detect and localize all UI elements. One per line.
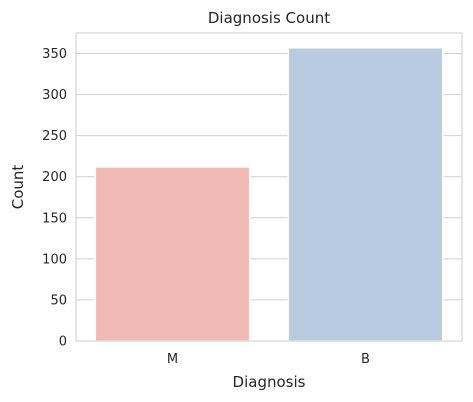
bars	[94, 47, 444, 342]
bar-B	[287, 47, 444, 342]
chart-title: Diagnosis Count	[208, 9, 330, 27]
y-axis-label: Count	[9, 165, 27, 210]
y-tick-label: 150	[42, 211, 67, 226]
y-tick-label: 250	[42, 129, 67, 144]
y-tick-label: 50	[50, 293, 67, 308]
plot-frame	[75, 32, 463, 342]
y-tick-labels: 0 50 100 150 200 250 300 350	[42, 47, 67, 349]
x-axis-label: Diagnosis	[233, 373, 306, 391]
y-tick-label: 100	[42, 252, 67, 267]
y-tick-label: 0	[59, 335, 67, 350]
x-tick-label: M	[167, 352, 178, 367]
bar-M	[94, 166, 251, 342]
y-tick-label: 300	[42, 88, 67, 103]
x-tick-label: B	[361, 352, 370, 367]
y-tick-label: 350	[42, 47, 67, 62]
y-tick-label: 200	[42, 170, 67, 185]
